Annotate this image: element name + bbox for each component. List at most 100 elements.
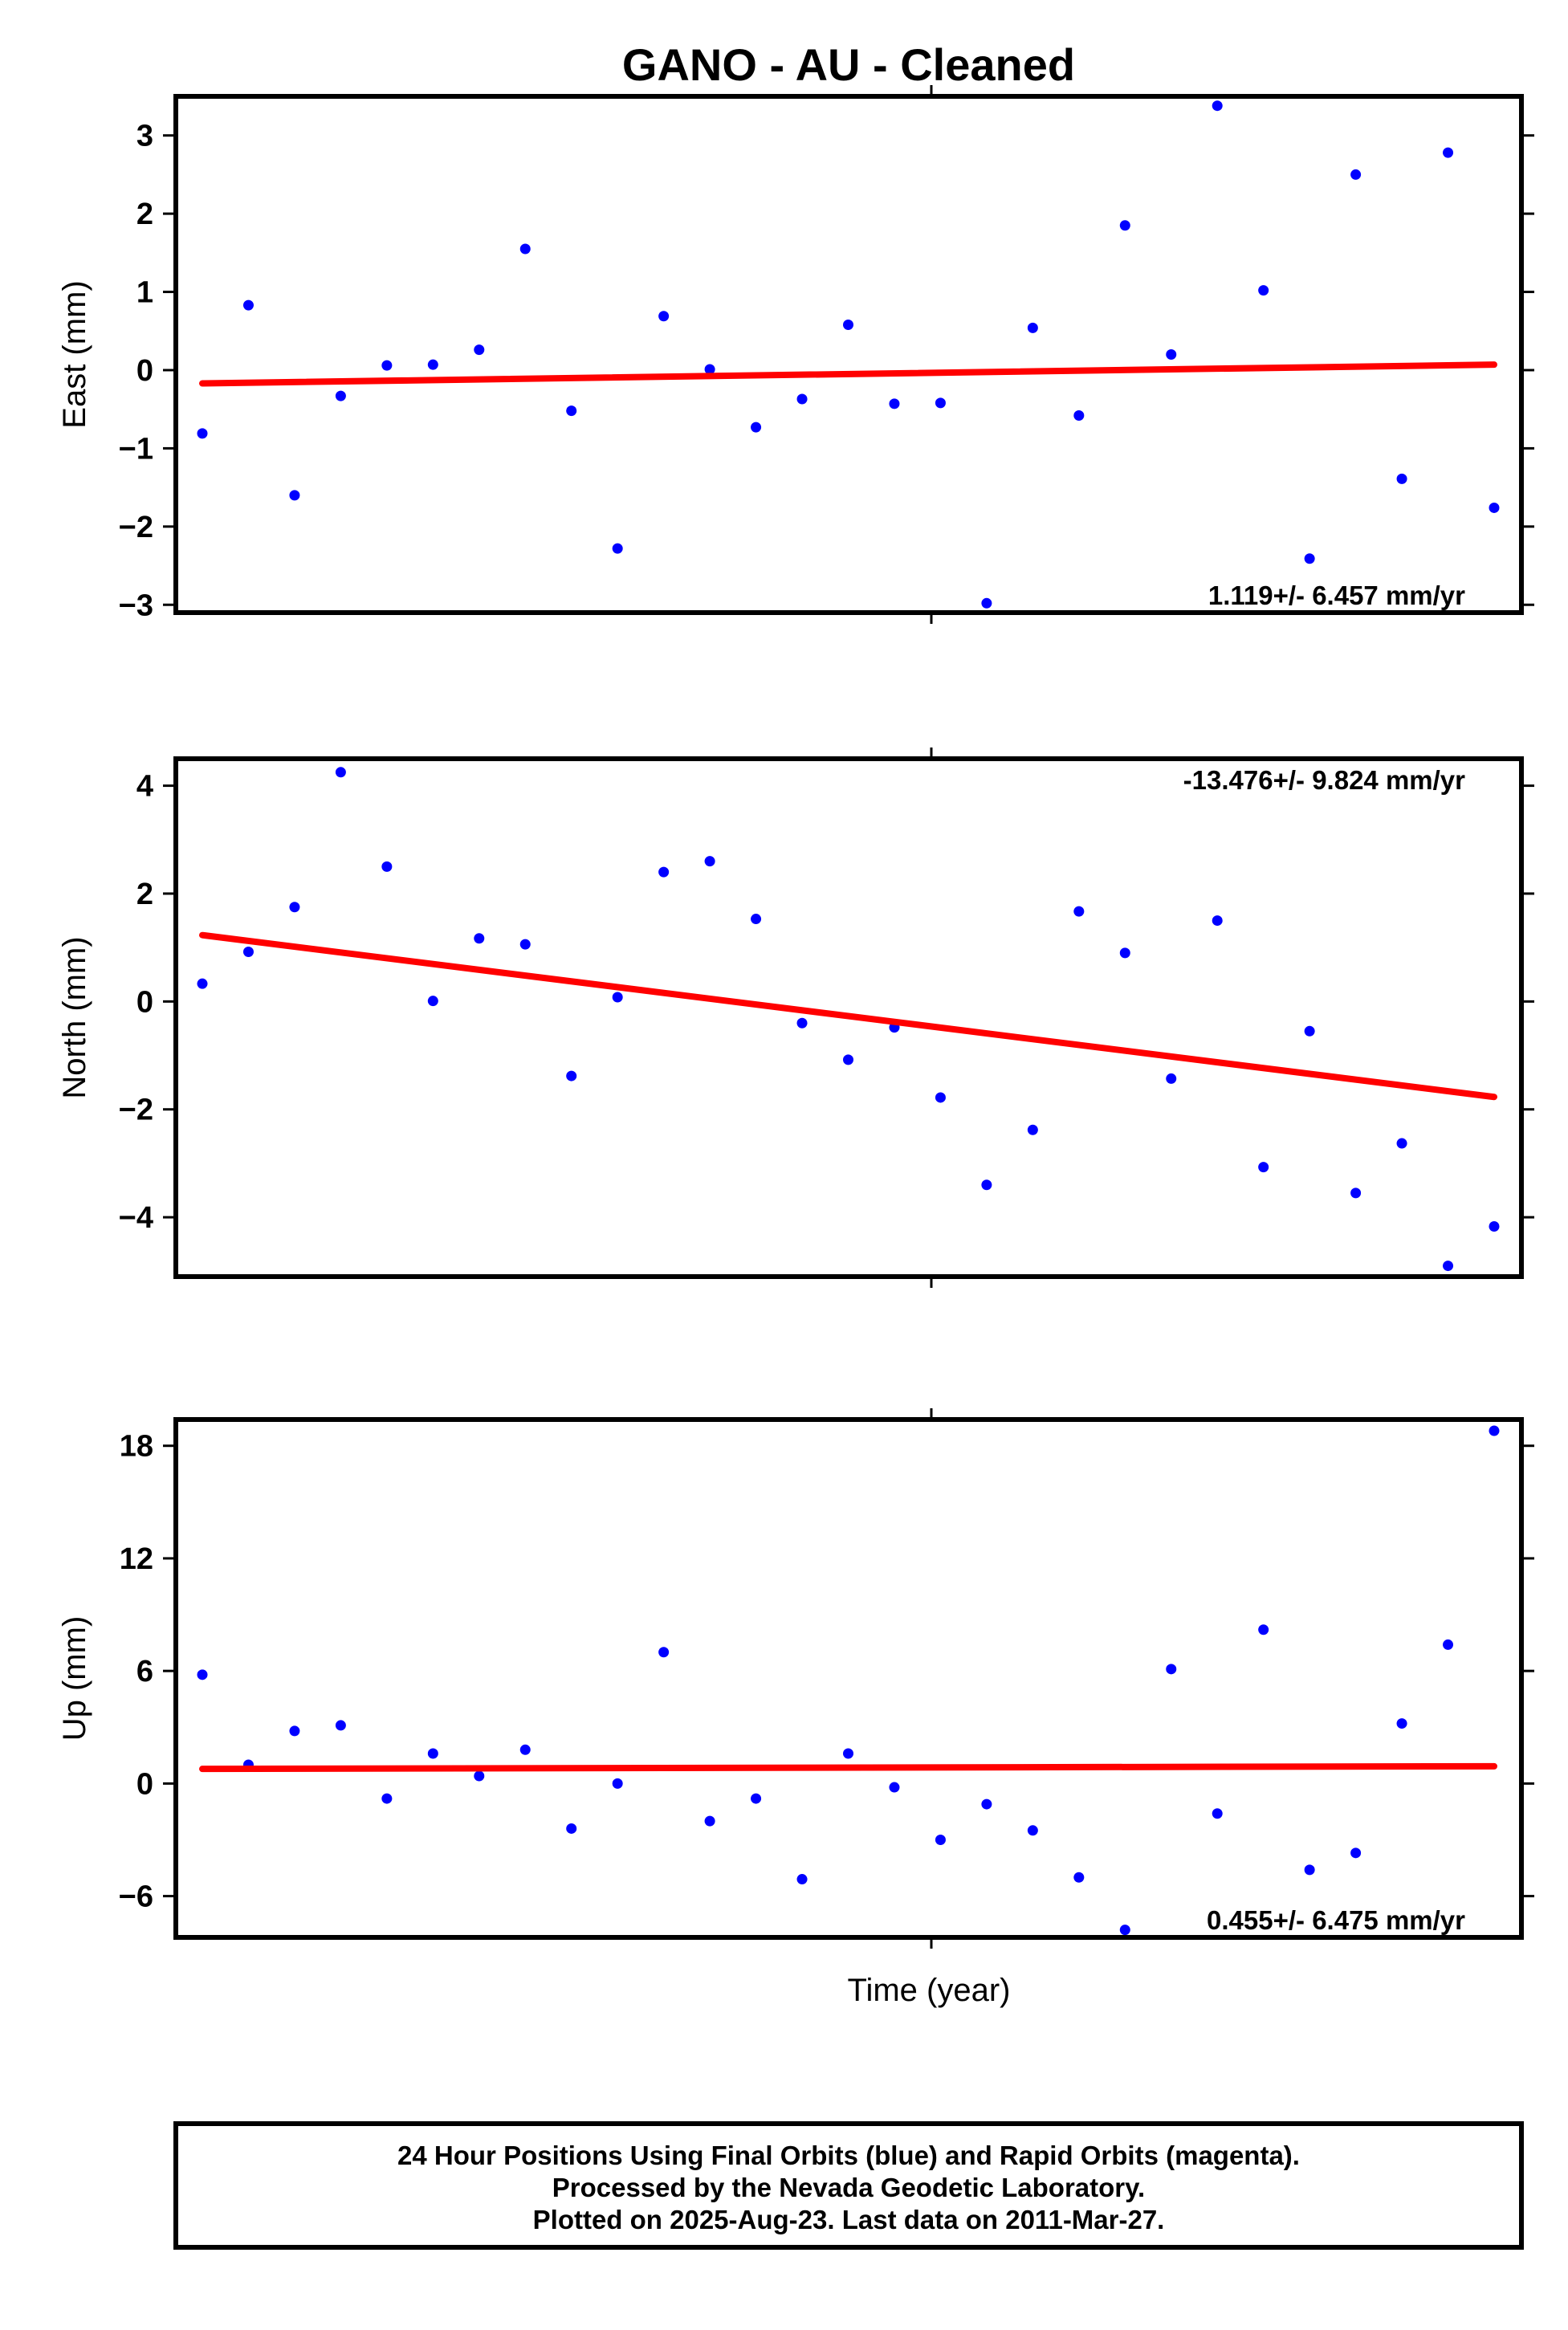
y-tick-label: 1 <box>136 276 153 310</box>
y-tick-label: 18 <box>120 1430 153 1464</box>
data-point <box>751 914 762 925</box>
data-point <box>751 1793 762 1804</box>
data-point <box>566 405 577 417</box>
y-tick-label: 0 <box>136 1767 153 1801</box>
chart-title: GANO - AU - Cleaned <box>622 39 1075 90</box>
data-point <box>843 319 853 330</box>
data-point <box>796 393 808 405</box>
data-point <box>612 992 623 1003</box>
data-point <box>1396 1718 1407 1729</box>
data-point <box>566 1070 577 1081</box>
data-point <box>427 996 438 1007</box>
data-point <box>519 243 531 255</box>
footer-line-1: 24 Hour Positions Using Final Orbits (bl… <box>397 2141 1300 2170</box>
y-tick-label: −3 <box>119 589 153 622</box>
data-point <box>335 1720 346 1731</box>
data-point <box>1350 169 1362 180</box>
data-point <box>658 866 670 878</box>
footer-box <box>173 2121 1524 2250</box>
rate-label: -13.476+/- 9.824 mm/yr <box>1183 765 1465 795</box>
data-point <box>1489 1425 1500 1436</box>
data-point <box>1443 1261 1454 1272</box>
data-point <box>289 902 300 913</box>
y-tick-label: 0 <box>136 354 153 388</box>
y-tick-label: −6 <box>119 1880 153 1914</box>
panels-group: 3 2 1 0 −1 −2 −3 East (mm) 1.119+/- 6.457 mm/yr 4… <box>57 85 1534 1949</box>
data-point <box>1073 1872 1085 1883</box>
y-tick-label: 12 <box>120 1542 153 1576</box>
data-point <box>1443 1639 1454 1650</box>
data-point <box>658 311 670 322</box>
data-point <box>1212 915 1223 927</box>
data-point <box>242 299 254 311</box>
data-point <box>1304 1025 1315 1037</box>
data-point <box>1304 553 1315 564</box>
data-point <box>704 364 715 375</box>
data-point <box>519 1744 531 1755</box>
footer-line-2: Processed by the Nevada Geodetic Laborat… <box>552 2173 1145 2202</box>
data-point <box>1166 1073 1177 1084</box>
panel-up: 18 12 6 0 −6 Up (mm) 0.455+/- 6.475 mm/yr <box>57 1408 1534 1949</box>
data-point <box>1119 1925 1130 1936</box>
data-point <box>289 490 300 501</box>
data-point <box>197 978 208 989</box>
y-tick-label: −2 <box>119 1094 153 1127</box>
y-tick-label: 6 <box>136 1655 153 1688</box>
plot-frame <box>173 94 1524 615</box>
data-point <box>981 597 992 609</box>
y-tick-label: −4 <box>119 1201 153 1235</box>
data-point <box>796 1017 808 1029</box>
data-point <box>1212 100 1223 112</box>
rate-label: 0.455+/- 6.475 mm/yr <box>1207 1905 1465 1935</box>
data-point <box>519 939 531 950</box>
y-tick-label: −2 <box>119 511 153 544</box>
data-point <box>843 1748 853 1759</box>
panel-north: 4 2 0 −2 −4 North (mm) -13.476+/- 9.824 mm/yr <box>57 747 1534 1288</box>
data-point <box>566 1823 577 1834</box>
y-axis-label: North (mm) <box>57 936 92 1098</box>
data-point <box>474 1770 485 1782</box>
data-point <box>335 767 346 778</box>
data-point <box>1119 220 1130 231</box>
y-tick-label: 4 <box>136 770 153 804</box>
data-point <box>889 1782 900 1793</box>
data-point <box>1212 1808 1223 1819</box>
data-point <box>751 422 762 433</box>
data-point <box>1073 906 1085 917</box>
data-point <box>1119 947 1130 959</box>
x-axis-label: Time (year) <box>848 1973 1011 2008</box>
panel-east: 3 2 1 0 −1 −2 −3 East (mm) 1.119+/- 6.457 mm/yr <box>57 85 1534 624</box>
data-point <box>981 1798 992 1810</box>
data-point <box>1258 1624 1269 1635</box>
data-point <box>381 861 393 872</box>
data-point <box>474 933 485 944</box>
y-axis-label: East (mm) <box>57 280 92 428</box>
data-point <box>1396 1138 1407 1149</box>
y-tick-label: −1 <box>119 432 153 466</box>
data-point <box>1258 285 1269 296</box>
y-tick-label: 2 <box>136 878 153 911</box>
data-point <box>197 428 208 439</box>
y-tick-label: 0 <box>136 985 153 1019</box>
data-point <box>381 360 393 371</box>
data-point <box>1166 1664 1177 1675</box>
data-point <box>889 398 900 409</box>
trend-line <box>199 1762 1497 1773</box>
data-point <box>1258 1162 1269 1173</box>
data-point <box>612 1778 623 1789</box>
trend-line <box>199 931 1497 1101</box>
data-point <box>1489 502 1500 513</box>
data-point <box>335 390 346 401</box>
y-axis-label: Up (mm) <box>57 1616 92 1741</box>
data-point <box>935 1092 946 1103</box>
data-point <box>1489 1221 1500 1232</box>
y-tick-label: 2 <box>136 198 153 231</box>
data-point <box>1350 1847 1362 1859</box>
data-point <box>474 344 485 356</box>
data-point <box>843 1054 853 1065</box>
data-point <box>935 1834 946 1845</box>
data-point <box>1027 1825 1038 1836</box>
data-point <box>1350 1187 1362 1199</box>
data-point <box>1396 473 1407 484</box>
